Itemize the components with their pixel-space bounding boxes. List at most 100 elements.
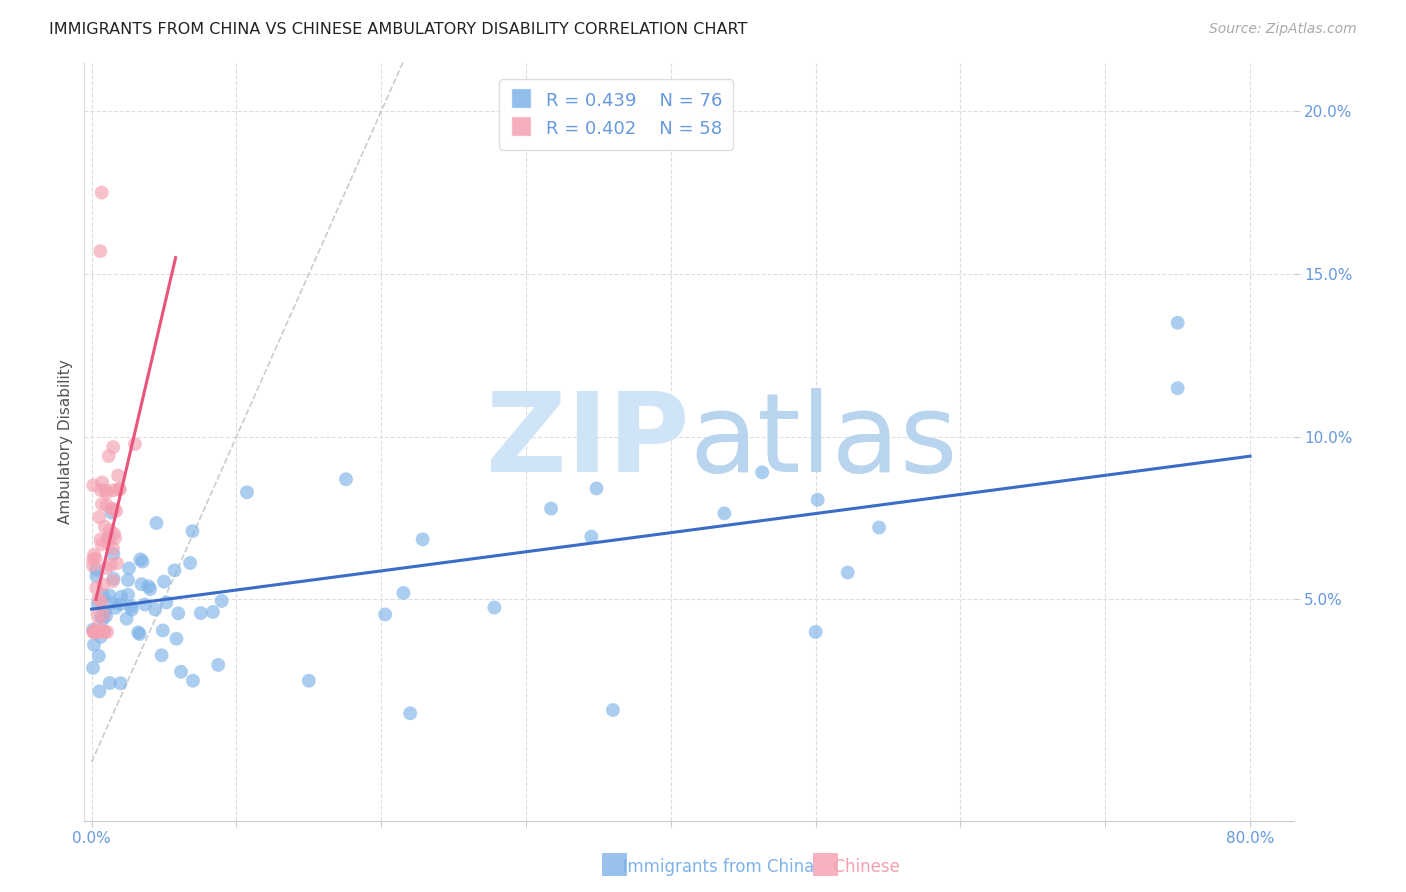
Point [89, 510, 111, 524]
Point [96, 624, 118, 639]
Point [170, 665, 193, 679]
Point [108, 483, 131, 497]
Point [131, 555, 153, 569]
Point [399, 706, 422, 721]
Point [110, 590, 132, 604]
Point [1167, 381, 1189, 395]
Point [84, 624, 107, 639]
Point [105, 504, 128, 518]
Point [143, 602, 166, 616]
Point [105, 556, 128, 570]
Point [181, 673, 204, 688]
Legend: R = 0.439    N = 76, R = 0.402    N = 58: R = 0.439 N = 76, R = 0.402 N = 58 [499, 79, 734, 150]
Point [94, 520, 117, 534]
Point [103, 440, 125, 454]
Point [83, 624, 105, 639]
Point [100, 596, 122, 610]
Point [83, 548, 105, 562]
Point [150, 648, 173, 663]
Point [211, 594, 233, 608]
Point [97, 536, 120, 550]
Point [97, 449, 120, 463]
Point [98, 532, 121, 546]
Point [96, 485, 118, 500]
Point [585, 482, 607, 496]
Point [91, 497, 114, 511]
Point [93, 624, 115, 639]
Point [134, 598, 156, 612]
Text: Chinese: Chinese [823, 858, 900, 876]
Point [110, 676, 132, 690]
Point [83, 624, 105, 639]
Point [103, 502, 125, 516]
Point [94, 608, 117, 623]
Point [581, 530, 603, 544]
Point [82, 552, 104, 566]
Point [335, 472, 357, 486]
Point [90, 537, 112, 551]
Point [540, 501, 562, 516]
Point [87, 592, 110, 607]
Point [108, 482, 131, 496]
Point [751, 466, 773, 480]
Point [163, 563, 186, 577]
Point [82, 478, 104, 492]
Point [153, 574, 176, 589]
Point [110, 597, 132, 611]
Point [87, 624, 110, 639]
Point [101, 541, 124, 556]
Point [298, 673, 321, 688]
Point [100, 558, 122, 572]
Text: Immigrants from China: Immigrants from China [612, 858, 814, 876]
Point [86, 569, 108, 583]
Point [155, 595, 177, 609]
Point [181, 524, 204, 538]
Point [128, 627, 150, 641]
Point [138, 579, 160, 593]
Point [145, 516, 167, 530]
Point [713, 506, 735, 520]
Point [91, 475, 114, 490]
Point [124, 437, 146, 451]
Point [201, 605, 224, 619]
Point [87, 618, 110, 632]
Point [98, 676, 121, 690]
Point [139, 582, 162, 596]
Point [91, 612, 114, 626]
Point [96, 532, 118, 546]
Point [84, 551, 107, 566]
Point [93, 578, 115, 592]
Point [89, 684, 111, 698]
Point [1167, 316, 1189, 330]
Point [84, 563, 107, 577]
Point [103, 526, 125, 541]
Point [91, 588, 114, 602]
Point [868, 520, 890, 534]
Point [804, 624, 827, 639]
Text: atlas: atlas [689, 388, 957, 495]
Point [87, 648, 110, 663]
Point [118, 561, 141, 575]
Point [82, 558, 104, 573]
Point [86, 624, 108, 639]
Point [207, 657, 229, 672]
Point [117, 573, 139, 587]
Point [100, 501, 122, 516]
Point [121, 602, 143, 616]
Point [98, 588, 121, 602]
Point [236, 485, 259, 500]
Point [84, 624, 107, 639]
Point [96, 498, 118, 512]
Point [90, 533, 112, 547]
Point [190, 606, 212, 620]
Point [104, 531, 127, 545]
Point [152, 624, 174, 638]
Point [84, 624, 107, 639]
Point [100, 506, 122, 520]
Point [392, 586, 415, 600]
Point [90, 630, 112, 644]
Point [484, 600, 506, 615]
Point [107, 468, 129, 483]
Point [87, 597, 110, 611]
Point [82, 623, 104, 637]
